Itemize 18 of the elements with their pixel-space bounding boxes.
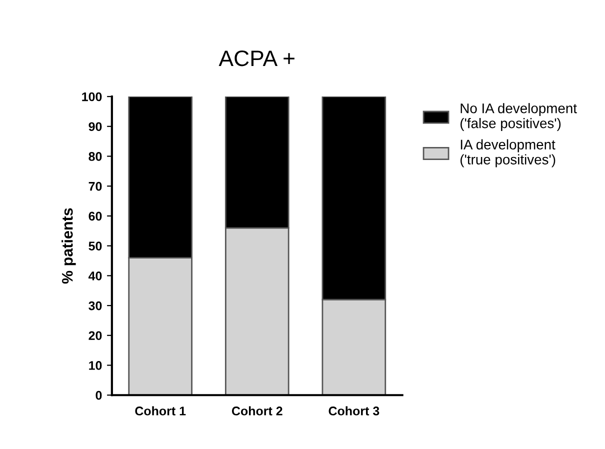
chart-title: ACPA + xyxy=(218,50,294,66)
x-tick-label: Cohort 3 xyxy=(328,406,380,416)
y-tick-label: 60 xyxy=(88,212,102,221)
y-tick-label: 50 xyxy=(88,242,102,250)
y-tick-label: 40 xyxy=(88,271,102,280)
y-tick-label: 20 xyxy=(88,331,102,340)
y-tick-label: 10 xyxy=(89,361,102,370)
y-tick-label: 90 xyxy=(88,122,102,132)
y-tick-label: 100 xyxy=(82,92,102,102)
y-tick-label: 80 xyxy=(88,152,102,161)
legend-label: No IA development ('false positives') xyxy=(460,103,577,131)
x-tick-label: Cohort 2 xyxy=(232,406,282,416)
y-tick-label: 0 xyxy=(96,390,102,400)
y-axis-title: % patients xyxy=(62,208,76,284)
x-tick-label: Cohort 1 xyxy=(135,406,186,416)
y-tick-label: 70 xyxy=(88,182,102,191)
y-tick-label: 30 xyxy=(88,301,102,310)
legend-label: IA development ('true positives') xyxy=(460,139,556,168)
